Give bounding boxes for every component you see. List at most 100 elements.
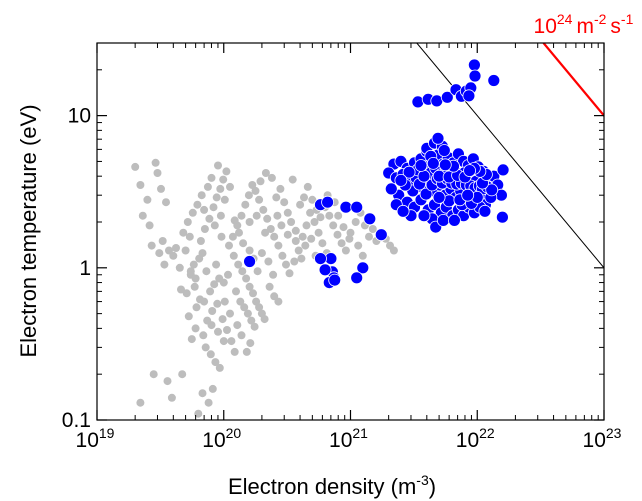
grey-point-62: [183, 218, 192, 226]
grey-point-8: [162, 198, 170, 207]
grey-point-7: [157, 184, 165, 193]
grey-point-161: [230, 216, 239, 225]
grey-point-73: [249, 289, 257, 298]
grey-point-16: [181, 246, 190, 255]
series-blue-points: [243, 58, 510, 290]
grey-point-11: [147, 241, 156, 250]
grey-point-103: [282, 260, 290, 269]
blue-point-13: [328, 273, 342, 287]
grey-point-52: [212, 193, 221, 202]
blue-point-134: [447, 213, 461, 227]
grey-point-31: [182, 289, 191, 298]
grey-point-51: [209, 203, 218, 212]
grey-point-92: [241, 200, 250, 209]
grey-point-15: [160, 260, 169, 269]
grey-point-9: [158, 237, 167, 245]
grey-point-96: [255, 195, 264, 204]
grey-point-110: [310, 218, 319, 226]
grey-point-181: [354, 241, 363, 250]
grey-point-182: [358, 251, 367, 260]
grey-point-121: [300, 193, 308, 202]
blue-point-9: [314, 252, 327, 266]
grey-point-197: [219, 337, 228, 346]
grey-point-40: [215, 363, 224, 372]
grey-point-46: [227, 337, 236, 346]
grey-point-102: [278, 251, 287, 260]
blue-point-19: [440, 90, 454, 104]
grey-point-79: [240, 303, 249, 312]
flux-line-3: [416, 43, 604, 269]
grey-point-114: [272, 193, 281, 202]
blue-point-84: [495, 210, 509, 224]
blue-point-1: [321, 195, 335, 209]
y-tick-label-0: 0.1: [62, 409, 91, 432]
blue-point-132: [417, 209, 431, 223]
grey-point-6: [153, 169, 162, 177]
grey-point-63: [179, 228, 188, 237]
grey-point-195: [207, 321, 216, 330]
grey-point-56: [214, 161, 222, 170]
grey-point-165: [185, 232, 194, 241]
grey-point-19: [163, 377, 172, 386]
grey-point-61: [188, 208, 197, 217]
x-tick-label-3: 1022: [456, 425, 495, 452]
grey-point-179: [307, 234, 316, 243]
grey-point-81: [232, 287, 240, 296]
grey-point-13: [169, 251, 178, 260]
blue-point-124: [417, 169, 431, 183]
grey-point-17: [172, 244, 180, 252]
grey-point-173: [220, 297, 229, 306]
x-tick-label-2: 1021: [329, 425, 368, 452]
grey-point-91: [237, 211, 246, 220]
grey-point-145: [261, 169, 270, 177]
grey-point-94: [248, 181, 257, 189]
x-tick-label-0: 1019: [76, 425, 115, 452]
blue-point-148: [394, 173, 408, 187]
grey-point-183: [334, 211, 343, 220]
blue-point-142: [463, 164, 477, 178]
grey-point-116: [280, 198, 289, 207]
grey-point-106: [294, 246, 303, 255]
grey-point-112: [318, 239, 327, 248]
y-axis-ticks: 0.1 1 10: [62, 42, 604, 432]
grey-point-22: [136, 398, 145, 407]
blue-point-83: [478, 204, 492, 218]
grey-point-147: [226, 182, 234, 191]
grey-point-117: [283, 208, 292, 217]
grey-point-14: [175, 263, 184, 272]
blue-point-103: [419, 187, 433, 201]
grey-point-130: [337, 239, 346, 248]
grey-point-65: [210, 221, 219, 230]
grey-point-1: [151, 158, 160, 167]
x-tick-label-1: 1020: [202, 425, 241, 452]
grey-point-97: [259, 205, 268, 214]
grey-point-12: [155, 249, 164, 258]
grey-point-105: [290, 257, 299, 266]
grey-point-149: [216, 211, 225, 220]
grey-point-67: [225, 241, 233, 250]
grey-point-194: [200, 297, 209, 306]
grey-point-99: [266, 225, 275, 233]
grey-point-5: [145, 221, 154, 230]
grey-point-119: [291, 226, 300, 235]
flux-lines: [416, 43, 604, 269]
grey-point-188: [291, 237, 300, 245]
grey-point-44: [218, 315, 227, 324]
grey-point-88: [206, 287, 215, 296]
grey-point-166: [198, 249, 207, 258]
blue-point-152: [461, 188, 475, 202]
grey-point-49: [200, 225, 209, 233]
grey-point-38: [206, 350, 215, 359]
grey-point-143: [288, 175, 297, 184]
grey-point-196: [214, 327, 222, 336]
grey-point-71: [242, 274, 251, 283]
blue-point-4: [363, 212, 377, 226]
grey-point-122: [303, 182, 312, 191]
grey-point-28: [190, 282, 199, 291]
grey-point-174: [245, 218, 254, 226]
grey-point-72: [245, 282, 254, 291]
series-grey-points: [131, 158, 398, 418]
blue-point-131: [396, 204, 410, 218]
grey-point-80: [243, 309, 252, 318]
